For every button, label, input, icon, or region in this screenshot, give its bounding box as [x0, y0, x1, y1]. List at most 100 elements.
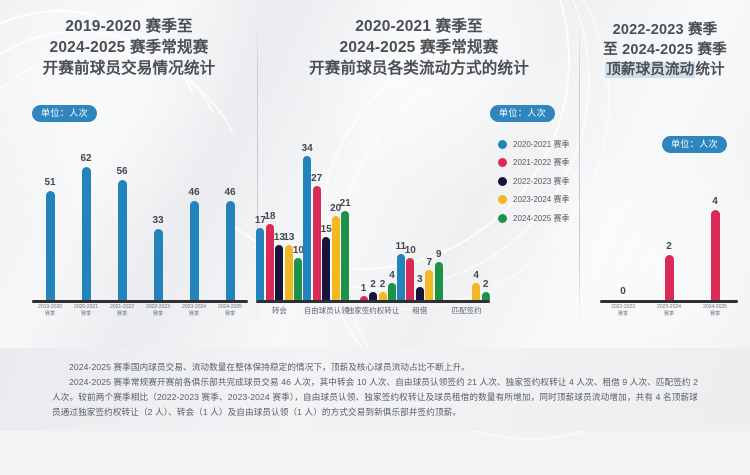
bar	[378, 291, 387, 300]
group-label: 自由球员认领	[303, 306, 349, 315]
unit-badge-chart-3: 单位：人次	[662, 134, 728, 153]
bar-value-label: 9	[436, 249, 442, 260]
bar-value-label: 46	[224, 187, 236, 199]
bar-value-label: 33	[152, 215, 164, 227]
bar-value-label: 0	[620, 286, 626, 297]
panel-1-title: 2019-2020 赛季至 2024-2025 赛季常规赛 开赛前球员交易情况统…	[0, 0, 258, 79]
bar-value-label: 46	[188, 187, 200, 199]
bar	[45, 190, 55, 300]
unit-badge-chart-1: 单位：人次	[32, 103, 98, 122]
group-label: 独家签约权转让	[346, 306, 400, 315]
legend-color-swatch	[498, 176, 507, 186]
legend-label: 2023-2024 赛季	[513, 195, 570, 205]
group-label: 转会	[271, 306, 287, 315]
panel-movement-type: 2020-2021 赛季至 2024-2025 赛季常规赛 开赛前球员各类流动方…	[258, 0, 580, 345]
chart-movement-types: 17 18 13 13 10 转会 34 27 15 20 21 自由球员认领 1 2 2 4 独家签约权转让 1…	[255, 122, 490, 320]
bar-value-label: 56	[116, 166, 128, 177]
panel-2-title-line-1: 2020-2021 赛季至	[355, 18, 483, 35]
bar-value-label: 11	[395, 240, 407, 252]
x-axis-label: 2021-2022 赛季	[110, 304, 134, 317]
group-label: 匹配签约	[451, 306, 482, 315]
bar-value-label: 34	[301, 143, 313, 155]
legend-color-swatch	[498, 213, 507, 223]
bar-value-label: 2	[482, 278, 489, 290]
bar	[396, 253, 405, 300]
bar-value-label: 4	[712, 196, 718, 208]
panel-transfer-count: 2019-2020 赛季至 2024-2025 赛季常规赛 开赛前球员交易情况统…	[0, 0, 258, 345]
bar-value-label: 10	[292, 244, 304, 256]
bar	[359, 295, 368, 300]
panel-2-title-line-3: 开赛前球员各类流动方式的统计	[309, 60, 529, 77]
legend-color-swatch	[498, 139, 507, 149]
chart-transfer-count: 51 2019-2020 赛季 62 2020-2021 赛季 56 2021-2022 赛季 3…	[32, 122, 248, 320]
bar	[341, 211, 350, 300]
bar-value-label: 21	[339, 198, 351, 210]
x-axis-label: 2020-2021 赛季	[74, 304, 98, 317]
bar	[425, 270, 434, 300]
panel-3-title: 2022-2023 赛季 至 2024-2025 赛季 顶薪球员流动统计	[580, 0, 750, 80]
bar	[117, 180, 127, 300]
bar	[284, 245, 293, 300]
bar	[664, 255, 674, 300]
bar-value-label: 4	[473, 270, 479, 282]
bar	[312, 186, 321, 300]
chart-max-salary: 0 2022-2023 赛季 2 2023-2024 赛季 4 2024-2025 赛季	[600, 160, 738, 320]
x-axis-label: 2023-2024 赛季	[657, 304, 681, 317]
panel-max-salary: 2022-2023 赛季 至 2024-2025 赛季 顶薪球员流动统计	[580, 0, 750, 345]
legend-color-swatch	[498, 195, 507, 205]
x-axis-label: 2022-2023 赛季	[611, 304, 635, 317]
legend-color-swatch	[498, 158, 507, 168]
group-label: 租借	[412, 306, 428, 315]
unit-badge-chart-2: 单位：人次	[490, 103, 556, 122]
bar	[189, 201, 199, 300]
bar	[294, 257, 303, 300]
x-axis-label: 2024-2025 赛季	[218, 304, 242, 317]
bar	[406, 257, 415, 300]
bar	[472, 283, 481, 300]
panel-3-title-line-1: 2022-2023 赛季	[612, 22, 718, 38]
bar-value-label: 3	[417, 274, 423, 286]
bar	[434, 262, 443, 300]
bar-value-label: 15	[320, 223, 332, 235]
x-axis-label: 2023-2024 赛季	[182, 304, 206, 317]
bar	[710, 210, 720, 300]
bar-value-label: 2	[379, 278, 386, 290]
bar-value-label: 27	[311, 173, 323, 184]
bar	[265, 224, 274, 300]
bar-value-label: 1	[360, 282, 367, 294]
bar	[225, 201, 235, 300]
panel-1-title-line-3: 开赛前球员交易情况统计	[42, 60, 216, 77]
bar-value-label: 7	[426, 257, 433, 269]
panel-3-title-tail: 统计	[695, 62, 725, 78]
bar	[415, 287, 424, 300]
panel-1-title-line-1: 2019-2020 赛季至	[65, 18, 193, 35]
bar-value-label: 62	[80, 153, 92, 165]
bar	[322, 236, 331, 300]
x-axis-label: 2024-2025 赛季	[703, 304, 727, 317]
panel-3-title-highlight: 顶薪球员流动	[605, 62, 696, 78]
bar-value-label: 2	[666, 241, 672, 253]
bar-value-label: 2	[370, 278, 376, 290]
bar	[153, 229, 163, 300]
bar-value-label: 20	[330, 202, 342, 214]
footer-summary: 2024-2025 赛季国内球员交易、流动数量在整体保持稳定的情况下，顶薪及核心…	[0, 348, 750, 431]
bar-value-label: 4	[389, 270, 395, 282]
legend-item: 2021-2022 赛季	[498, 154, 569, 173]
bar	[256, 228, 265, 300]
x-axis-label: 2019-2020 赛季	[38, 304, 62, 317]
legend-label: 2020-2021 赛季	[513, 139, 570, 149]
bar	[81, 167, 91, 300]
footer-paragraph-2: 2024-2025 赛季常规赛开赛前各俱乐部共完成球员交易 46 人次，其中转会…	[52, 377, 698, 417]
panel-1-title-line-2: 2024-2025 赛季常规赛	[49, 39, 209, 56]
legend-item: 2020-2021 赛季	[498, 135, 569, 154]
bar	[331, 215, 340, 300]
legend-label: 2022-2023 赛季	[513, 176, 570, 186]
chart3-axis	[600, 300, 738, 303]
panel-divider-2	[579, 18, 580, 323]
bar	[481, 291, 490, 300]
bar-value-label: 17	[254, 215, 266, 227]
panel-2-title-line-2: 2024-2025 赛季常规赛	[339, 39, 499, 56]
bar-value-label: 51	[44, 176, 56, 188]
panel-divider-1	[257, 18, 258, 323]
